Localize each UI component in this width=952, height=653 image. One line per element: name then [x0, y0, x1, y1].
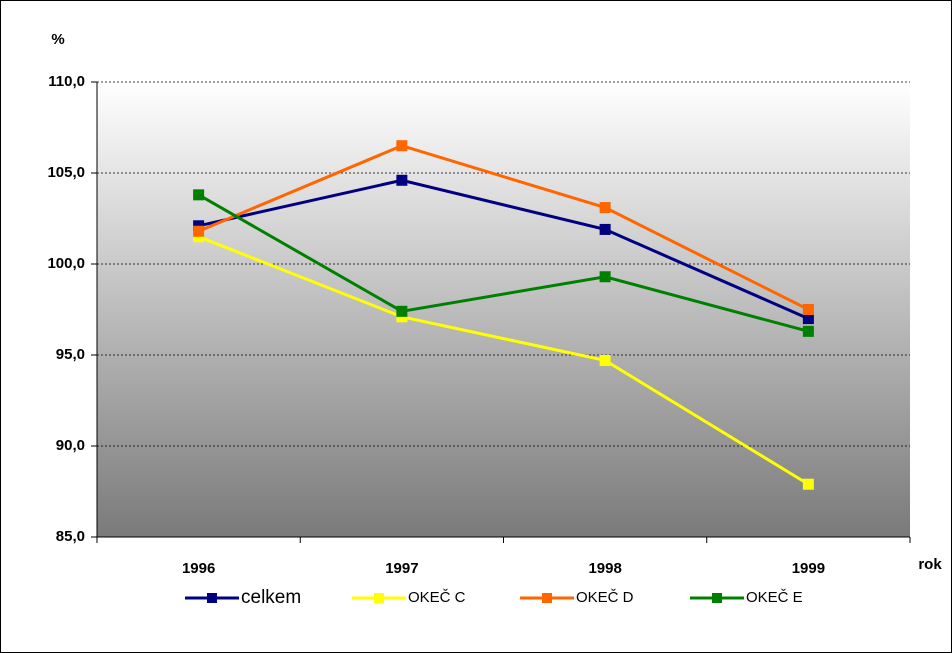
series-line: [198, 178, 809, 320]
legend-marker: [207, 593, 217, 603]
marker: [802, 313, 814, 325]
legend-label: OKEČ D: [576, 589, 634, 606]
legend-label: OKEČ E: [746, 589, 803, 606]
marker: [599, 271, 611, 283]
x-tick-label: 1996: [182, 560, 215, 577]
x-axis-label: rok: [918, 556, 942, 573]
legend-marker: [374, 593, 384, 603]
marker: [599, 223, 611, 235]
x-tick-label: 1998: [588, 560, 621, 577]
series-line: [198, 144, 810, 311]
marker: [396, 140, 408, 152]
y-axis-label: %: [51, 31, 64, 48]
legend-label: OKEČ C: [408, 589, 466, 606]
marker: [396, 305, 408, 317]
legend-marker: [712, 593, 722, 603]
x-tick-label: 1999: [792, 560, 825, 577]
y-tick-label: 95,0: [56, 346, 85, 363]
y-tick-label: 90,0: [56, 437, 85, 454]
series-line: [197, 193, 809, 333]
y-tick-label: 110,0: [48, 73, 85, 90]
legend-marker: [542, 593, 552, 603]
marker: [802, 304, 814, 315]
y-tick-label: 85,0: [56, 528, 85, 545]
marker: [802, 325, 814, 337]
marker: [193, 225, 205, 237]
series-line: [198, 235, 810, 486]
legend-label: celkem: [241, 587, 301, 608]
y-tick-label: 105,0: [47, 164, 85, 181]
marker: [193, 189, 205, 201]
plot-area: [97, 82, 910, 537]
marker: [802, 478, 814, 490]
marker: [599, 354, 611, 366]
x-tick-label: 1997: [385, 560, 418, 577]
marker: [599, 202, 611, 214]
y-tick-label: 100,0: [47, 255, 85, 272]
marker: [396, 174, 408, 186]
